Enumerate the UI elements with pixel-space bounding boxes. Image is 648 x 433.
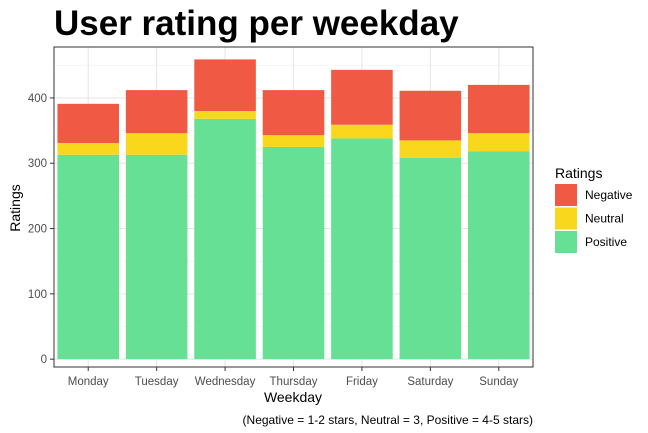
bar-neutral-thursday <box>262 135 325 147</box>
x-tick-label-friday: Friday <box>346 376 378 388</box>
legend-key-positive <box>555 231 577 253</box>
y-tick-label: 0 <box>41 354 47 366</box>
x-axis-title: Weekday <box>264 389 322 405</box>
plot-panel: 0 100 200 300 400 Monday Tuesday Wednesday Thurs… <box>28 46 534 388</box>
x-tick-label-monday: Monday <box>68 376 109 388</box>
x-tick-label-sunday: Sunday <box>479 376 518 388</box>
legend-key-negative <box>555 184 577 206</box>
legend-title: Ratings <box>555 165 602 181</box>
bar-neutral-friday <box>331 124 393 139</box>
y-tick-label: 100 <box>28 289 47 301</box>
bar-positive-saturday <box>399 158 462 360</box>
legend: Ratings Negative Neutral Positive <box>555 165 633 253</box>
x-tick-label-tuesday: Tuesday <box>135 376 179 388</box>
y-tick-label: 300 <box>28 158 47 170</box>
bar-positive-tuesday <box>125 154 188 360</box>
bar-neutral-monday <box>57 143 120 155</box>
y-tick-label: 400 <box>28 93 47 105</box>
legend-key-neutral <box>555 207 577 230</box>
bar-negative-thursday <box>262 90 325 136</box>
bar-negative-tuesday <box>125 90 188 134</box>
bar-positive-wednesday <box>194 118 256 360</box>
bar-negative-sunday <box>467 84 530 134</box>
bar-negative-saturday <box>399 90 462 141</box>
y-axis-title: Ratings <box>7 184 23 231</box>
bar-positive-thursday <box>262 146 325 360</box>
bar-neutral-sunday <box>467 133 530 152</box>
y-tick-label: 200 <box>28 224 47 236</box>
bar-neutral-wednesday <box>194 111 256 119</box>
bar-positive-monday <box>57 154 120 360</box>
legend-label-neutral: Neutral <box>585 212 624 226</box>
bar-neutral-saturday <box>399 140 462 159</box>
chart-title: User rating per weekday <box>54 4 459 43</box>
bar-positive-sunday <box>467 151 530 360</box>
bar-negative-friday <box>331 69 393 125</box>
legend-label-positive: Positive <box>585 235 627 249</box>
bar-neutral-tuesday <box>125 133 188 155</box>
chart-caption: (Negative = 1-2 stars, Neutral = 3, Posi… <box>243 413 533 427</box>
bar-negative-wednesday <box>194 59 256 111</box>
legend-label-negative: Negative <box>585 188 633 202</box>
bar-negative-monday <box>57 103 120 143</box>
x-tick-label-saturday: Saturday <box>407 376 453 388</box>
bar-positive-friday <box>331 138 393 360</box>
x-tick-label-thursday: Thursday <box>270 376 318 388</box>
x-tick-label-wednesday: Wednesday <box>195 376 256 388</box>
